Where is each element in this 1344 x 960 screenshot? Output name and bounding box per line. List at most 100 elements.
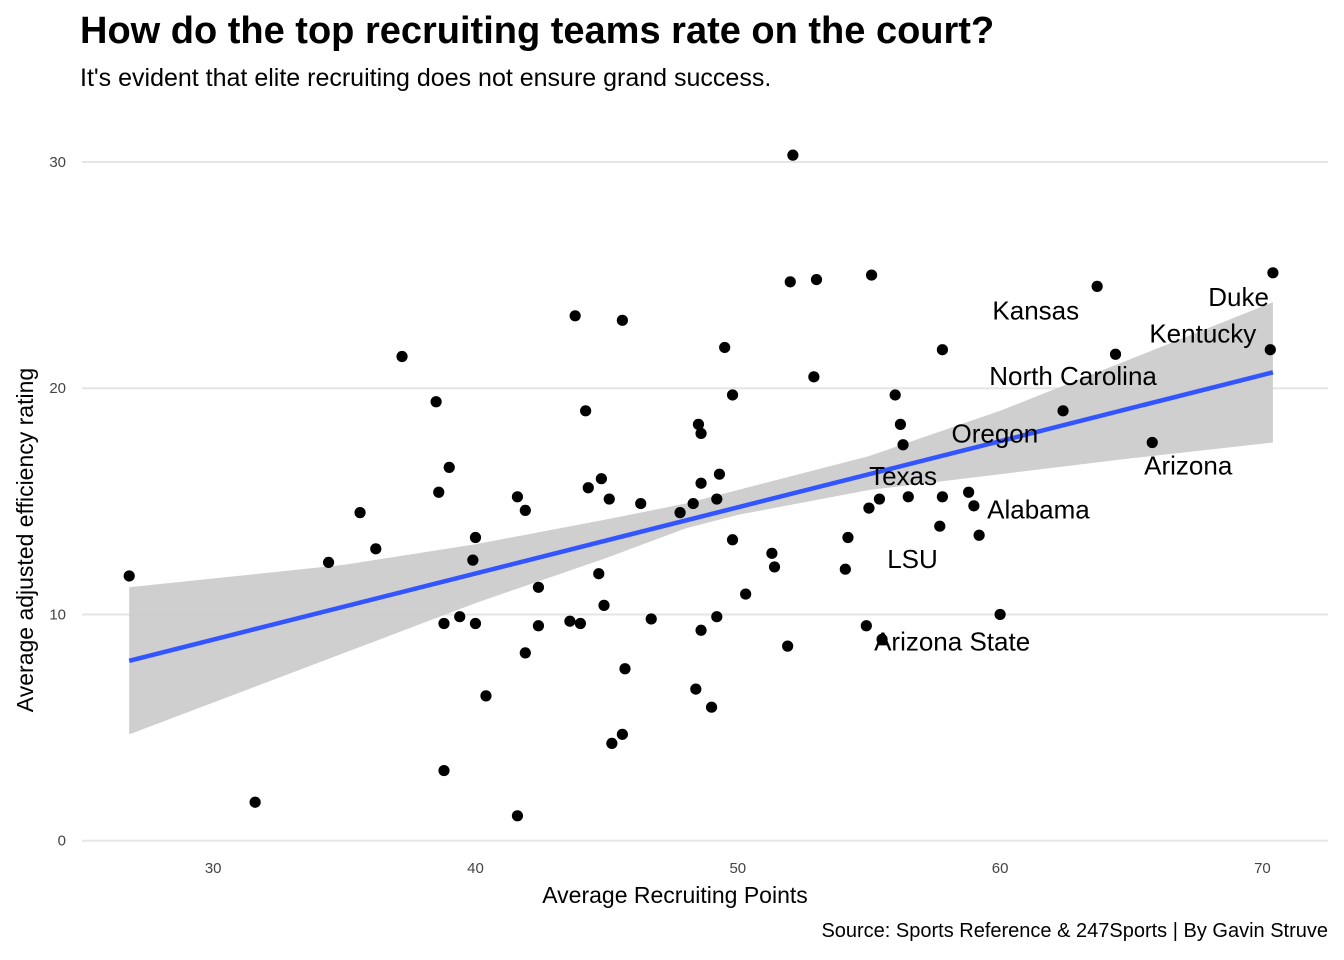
data-point	[808, 371, 820, 383]
data-point	[606, 737, 618, 750]
point-label: LSU	[887, 544, 938, 574]
data-point	[438, 617, 450, 630]
data-point	[519, 647, 531, 659]
data-point	[1057, 405, 1069, 417]
data-point	[711, 493, 723, 505]
data-point	[1264, 344, 1276, 356]
data-point	[902, 491, 914, 503]
data-point	[322, 556, 335, 569]
data-point	[865, 269, 878, 281]
x-tick-label: 50	[729, 860, 746, 877]
data-point	[711, 611, 723, 623]
data-point	[894, 418, 907, 430]
point-label: Oregon	[951, 418, 1038, 448]
data-point	[396, 350, 408, 363]
data-point	[569, 310, 581, 322]
data-point	[719, 341, 731, 354]
x-tick-label: 40	[467, 860, 484, 877]
data-point	[532, 620, 545, 632]
data-point	[687, 497, 699, 510]
data-point	[863, 502, 875, 514]
data-point	[726, 534, 739, 546]
data-point	[839, 563, 851, 575]
y-tick-label: 20	[49, 380, 66, 397]
data-point	[619, 663, 631, 675]
data-point	[480, 690, 492, 702]
data-point	[968, 500, 980, 512]
point-label: Kentucky	[1149, 319, 1256, 349]
data-point	[936, 491, 948, 503]
y-tick-label: 30	[49, 154, 66, 171]
data-point	[1109, 348, 1122, 360]
point-label: Arizona State	[874, 626, 1030, 656]
data-point	[249, 796, 261, 808]
data-point	[766, 547, 778, 559]
point-label: Arizona	[1144, 450, 1233, 480]
data-point	[713, 468, 726, 480]
y-tick-label: 0	[58, 833, 66, 850]
data-point	[603, 493, 615, 505]
x-tick-label: 60	[992, 860, 1009, 877]
data-point	[593, 568, 605, 580]
data-point	[876, 633, 888, 645]
data-point	[936, 344, 948, 356]
x-tick-label: 30	[205, 860, 222, 877]
data-point	[692, 418, 705, 430]
data-point	[443, 461, 455, 473]
y-axis-title: Average adjusted efficiency rating	[12, 368, 38, 712]
data-point	[963, 486, 975, 498]
x-axis-title: Average Recruiting Points	[542, 882, 808, 908]
data-point	[469, 617, 482, 630]
data-point	[674, 507, 686, 519]
data-point	[511, 810, 524, 822]
data-point	[842, 531, 854, 544]
data-point	[690, 683, 702, 695]
point-labels: Duke Kansas Kentucky North Carolina Oregon Ar…	[869, 282, 1269, 657]
data-point	[616, 314, 628, 326]
data-point	[645, 613, 657, 625]
x-tick-label: 70	[1254, 860, 1271, 877]
data-points	[123, 149, 1279, 822]
data-point	[726, 389, 739, 401]
data-point	[635, 497, 647, 510]
data-point	[354, 507, 366, 519]
data-point	[873, 493, 886, 505]
data-point	[973, 529, 985, 541]
data-point	[598, 599, 610, 611]
y-tick-label: 10	[49, 606, 66, 623]
point-label: Kansas	[992, 295, 1079, 325]
data-point	[705, 701, 718, 713]
data-point	[574, 617, 587, 630]
data-point	[511, 491, 524, 503]
data-point	[994, 608, 1006, 621]
data-point	[768, 561, 781, 573]
data-point	[897, 439, 909, 451]
axis-ticks: 0 10 20 30 30 40 50 60 70	[49, 154, 1270, 877]
chart-caption: Source: Sports Reference & 247Sports | B…	[821, 920, 1328, 942]
data-point	[430, 396, 442, 408]
data-point	[469, 531, 482, 544]
point-label: North Carolina	[989, 361, 1157, 391]
data-point	[123, 570, 135, 582]
data-point	[695, 624, 707, 636]
data-point	[580, 405, 592, 417]
data-point	[782, 640, 794, 652]
point-label: Duke	[1208, 282, 1269, 312]
data-point	[889, 389, 901, 401]
data-point	[695, 477, 707, 489]
data-point	[438, 764, 450, 777]
data-point	[467, 554, 479, 566]
data-point	[784, 276, 796, 288]
data-point	[1091, 280, 1103, 292]
data-point	[564, 615, 576, 627]
data-point	[1267, 267, 1279, 279]
fit-line-group	[128, 370, 1274, 664]
data-point	[934, 520, 946, 532]
chart-subtitle: It's evident that elite recruiting does …	[80, 64, 772, 92]
data-point	[454, 611, 466, 623]
point-label: Texas	[869, 461, 937, 491]
data-point	[616, 728, 628, 740]
data-point	[595, 473, 607, 485]
point-label: Alabama	[987, 494, 1090, 524]
